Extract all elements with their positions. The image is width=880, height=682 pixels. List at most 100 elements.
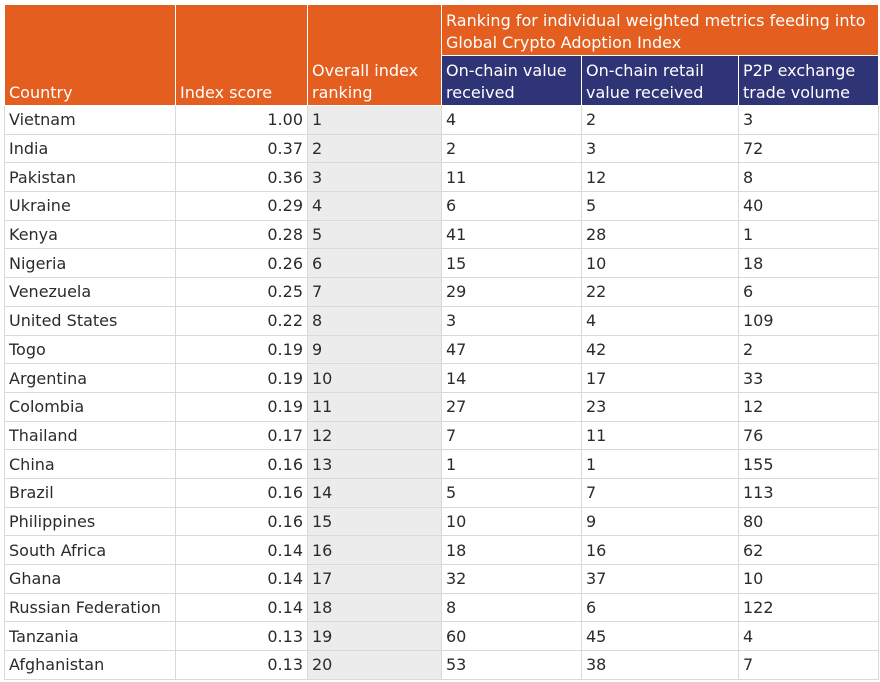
cell-index-score: 0.37 <box>175 133 308 164</box>
table-row: Afghanistan 0.13 20 53 38 7 <box>4 650 880 680</box>
table-row: Ghana 0.14 17 32 37 10 <box>4 564 880 594</box>
cell-onchain-retail-rank: 6 <box>581 592 739 623</box>
cell-onchain-retail-rank: 11 <box>581 420 739 451</box>
cell-p2p-volume-rank: 3 <box>737 105 880 135</box>
cell-overall-ranking: 7 <box>307 277 442 307</box>
table-body: Vietnam 1.00 1 4 2 3 India 0.37 2 2 3 72 Pakistan 0.3… <box>4 105 880 680</box>
cell-overall-ranking: 6 <box>307 248 442 279</box>
cell-onchain-retail-rank: 22 <box>581 277 739 307</box>
cell-index-score: 0.16 <box>175 506 308 537</box>
cell-overall-ranking: 3 <box>307 162 442 193</box>
cell-p2p-volume-rank: 8 <box>737 162 880 193</box>
table-row: Togo 0.19 9 47 42 2 <box>4 334 880 365</box>
header-p2p-volume: P2P exchange trade volume <box>737 55 880 106</box>
cell-index-score: 0.14 <box>175 535 308 565</box>
cell-onchain-value-rank: 8 <box>441 592 582 623</box>
cell-overall-ranking: 20 <box>307 650 442 680</box>
cell-overall-ranking: 9 <box>307 334 442 365</box>
header-onchain-value: On-chain value received <box>441 55 582 106</box>
cell-country: Togo <box>4 334 176 365</box>
cell-onchain-retail-rank: 23 <box>581 391 739 422</box>
table-row: Brazil 0.16 14 5 7 113 <box>4 477 880 508</box>
cell-index-score: 0.22 <box>175 305 308 336</box>
cell-index-score: 0.28 <box>175 219 308 250</box>
cell-overall-ranking: 17 <box>307 564 442 594</box>
cell-index-score: 1.00 <box>175 105 308 135</box>
cell-overall-ranking: 2 <box>307 133 442 164</box>
cell-onchain-value-rank: 14 <box>441 363 582 393</box>
cell-country: Ghana <box>4 564 176 594</box>
cell-country: South Africa <box>4 535 176 565</box>
cell-index-score: 0.36 <box>175 162 308 193</box>
cell-overall-ranking: 11 <box>307 391 442 422</box>
cell-onchain-retail-rank: 7 <box>581 477 739 508</box>
cell-onchain-value-rank: 27 <box>441 391 582 422</box>
cell-index-score: 0.19 <box>175 363 308 393</box>
cell-country: Argentina <box>4 363 176 393</box>
cell-onchain-retail-rank: 9 <box>581 506 739 537</box>
cell-index-score: 0.26 <box>175 248 308 279</box>
cell-onchain-retail-rank: 1 <box>581 449 739 479</box>
cell-onchain-value-rank: 18 <box>441 535 582 565</box>
table-row: South Africa 0.14 16 18 16 62 <box>4 535 880 565</box>
cell-onchain-value-rank: 5 <box>441 477 582 508</box>
cell-p2p-volume-rank: 122 <box>737 592 880 623</box>
cell-overall-ranking: 12 <box>307 420 442 451</box>
cell-p2p-volume-rank: 7 <box>737 650 880 680</box>
table-row: Venezuela 0.25 7 29 22 6 <box>4 277 880 307</box>
cell-onchain-value-rank: 15 <box>441 248 582 279</box>
cell-overall-ranking: 13 <box>307 449 442 479</box>
cell-p2p-volume-rank: 6 <box>737 277 880 307</box>
cell-p2p-volume-rank: 33 <box>737 363 880 393</box>
cell-country: China <box>4 449 176 479</box>
table-row: China 0.16 13 1 1 155 <box>4 449 880 479</box>
cell-p2p-volume-rank: 2 <box>737 334 880 365</box>
cell-p2p-volume-rank: 62 <box>737 535 880 565</box>
cell-onchain-value-rank: 2 <box>441 133 582 164</box>
cell-overall-ranking: 1 <box>307 105 442 135</box>
header-overall-ranking: Overall index ranking <box>307 4 442 106</box>
cell-p2p-volume-rank: 109 <box>737 305 880 336</box>
cell-onchain-retail-rank: 42 <box>581 334 739 365</box>
cell-p2p-volume-rank: 80 <box>737 506 880 537</box>
cell-onchain-retail-rank: 16 <box>581 535 739 565</box>
cell-overall-ranking: 18 <box>307 592 442 623</box>
table-row: Thailand 0.17 12 7 11 76 <box>4 420 880 451</box>
cell-p2p-volume-rank: 4 <box>737 621 880 652</box>
cell-index-score: 0.14 <box>175 592 308 623</box>
cell-onchain-value-rank: 11 <box>441 162 582 193</box>
table-row: India 0.37 2 2 3 72 <box>4 133 880 164</box>
table-row: Philippines 0.16 15 10 9 80 <box>4 506 880 537</box>
cell-onchain-value-rank: 60 <box>441 621 582 652</box>
cell-index-score: 0.29 <box>175 191 308 221</box>
cell-onchain-value-rank: 47 <box>441 334 582 365</box>
header-onchain-retail-value: On-chain retail value received <box>581 55 739 106</box>
cell-country: Afghanistan <box>4 650 176 680</box>
cell-onchain-retail-rank: 2 <box>581 105 739 135</box>
table-row: Ukraine 0.29 4 6 5 40 <box>4 191 880 221</box>
cell-country: Tanzania <box>4 621 176 652</box>
cell-p2p-volume-rank: 12 <box>737 391 880 422</box>
table-row: Argentina 0.19 10 14 17 33 <box>4 363 880 393</box>
table-row: Pakistan 0.36 3 11 12 8 <box>4 162 880 193</box>
cell-onchain-retail-rank: 3 <box>581 133 739 164</box>
cell-onchain-retail-rank: 28 <box>581 219 739 250</box>
table-row: United States 0.22 8 3 4 109 <box>4 305 880 336</box>
cell-onchain-value-rank: 10 <box>441 506 582 537</box>
cell-p2p-volume-rank: 72 <box>737 133 880 164</box>
crypto-adoption-table: Country Index score Overall index rankin… <box>4 4 880 680</box>
table-row: Tanzania 0.13 19 60 45 4 <box>4 621 880 652</box>
cell-onchain-value-rank: 32 <box>441 564 582 594</box>
cell-index-score: 0.14 <box>175 564 308 594</box>
cell-index-score: 0.19 <box>175 334 308 365</box>
cell-overall-ranking: 10 <box>307 363 442 393</box>
cell-p2p-volume-rank: 76 <box>737 420 880 451</box>
cell-onchain-retail-rank: 37 <box>581 564 739 594</box>
cell-p2p-volume-rank: 1 <box>737 219 880 250</box>
cell-overall-ranking: 14 <box>307 477 442 508</box>
cell-index-score: 0.16 <box>175 477 308 508</box>
cell-onchain-retail-rank: 5 <box>581 191 739 221</box>
cell-country: United States <box>4 305 176 336</box>
cell-country: Philippines <box>4 506 176 537</box>
cell-p2p-volume-rank: 113 <box>737 477 880 508</box>
